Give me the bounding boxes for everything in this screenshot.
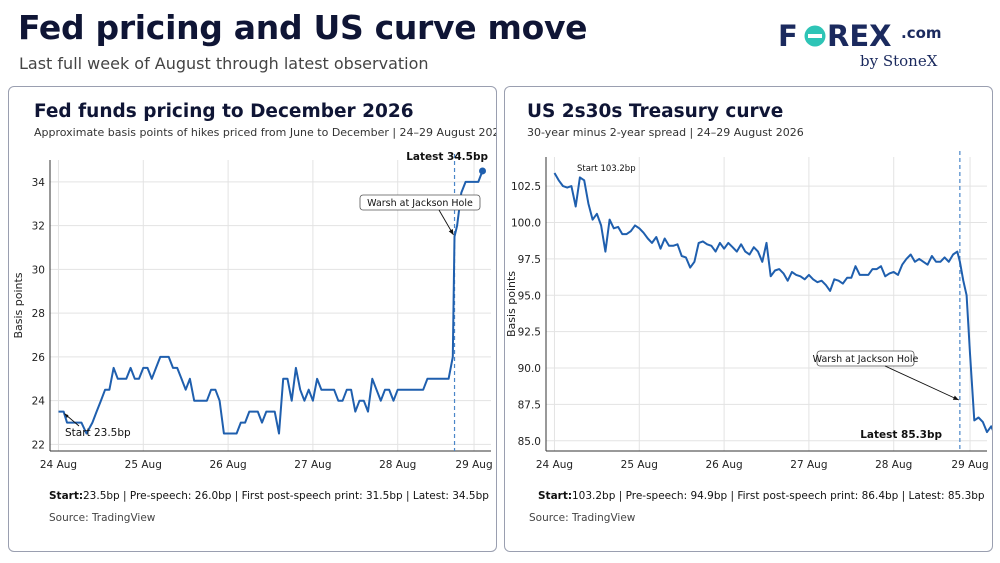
logo-suffix: .com: [901, 24, 942, 42]
left-chart-panel: Fed funds pricing to December 2026 Appro…: [8, 86, 497, 552]
right-y-tick-label: 85.0: [518, 436, 541, 448]
left-x-tick-label: 25 Aug: [125, 459, 162, 471]
right-y-tick-label: 95.0: [518, 290, 541, 302]
logo-by-stonex: by StoneX: [860, 52, 938, 70]
right-chart-panel: US 2s30s Treasury curve 30-year minus 2-…: [504, 86, 993, 552]
right-y-tick-label: 92.5: [518, 327, 541, 339]
right-y-tick-label: 100.0: [511, 217, 541, 229]
left-event-box: [359, 194, 481, 211]
right-footer-start-label: Start:: [538, 490, 572, 502]
right-series-line: [553, 172, 992, 434]
left-chart-subtitle: Approximate basis points of hikes priced…: [34, 126, 496, 139]
left-chart: Fed funds pricing to December 2026 Appro…: [12, 101, 496, 524]
left-start-label: Start 23.5bp: [65, 427, 131, 439]
left-y-tick-label: 32: [32, 221, 45, 233]
right-chart: US 2s30s Treasury curve 30-year minus 2-…: [505, 101, 992, 524]
left-event-arrowhead: [448, 229, 454, 235]
left-latest-label: Latest 34.5bp: [406, 151, 488, 163]
right-x-tick-label: 25 Aug: [621, 459, 658, 471]
left-y-tick-label: 30: [32, 264, 45, 276]
left-y-axis-label: Basis points: [12, 272, 25, 338]
right-y-tick-label: 87.5: [518, 399, 541, 411]
right-y-tick-label: 90.0: [518, 363, 541, 375]
logo-brand-rex: REX: [827, 19, 892, 53]
left-y-tick-label: 34: [32, 177, 46, 189]
left-source: Source: TradingView: [49, 512, 156, 524]
right-latest-label: Latest 85.3bp: [860, 429, 942, 441]
left-latest-point: [479, 167, 487, 175]
left-y-tick-label: 22: [32, 439, 45, 451]
left-x-tick-label: 29 Aug: [455, 459, 492, 471]
right-source: Source: TradingView: [529, 512, 636, 524]
right-chart-title: US 2s30s Treasury curve: [527, 101, 783, 122]
right-x-tick-label: 24 Aug: [536, 459, 573, 471]
page-subtitle: Last full week of August through latest …: [19, 54, 429, 73]
left-series-line: [58, 170, 484, 435]
left-footer-summary: 23.5bp | Pre-speech: 26.0bp | First post…: [83, 490, 489, 502]
right-y-tick-label: 97.5: [518, 254, 541, 266]
right-event-arrowhead: [952, 395, 959, 400]
right-y-axis-label: Basis points: [505, 271, 518, 337]
right-x-tick-label: 28 Aug: [875, 459, 912, 471]
right-start-label: Start 103.2bp: [577, 164, 636, 174]
left-y-tick-label: 26: [32, 352, 46, 364]
right-chart-subtitle: 30-year minus 2-year spread | 24–29 Augu…: [527, 126, 804, 139]
right-x-tick-label: 29 Aug: [951, 459, 988, 471]
right-y-tick-label: 102.5: [511, 181, 541, 193]
left-y-tick-label: 28: [32, 308, 45, 320]
right-event-label: Warsh at Jackson Hole: [813, 354, 919, 365]
left-y-tick-label: 24: [32, 396, 46, 408]
page-title: Fed pricing and US curve move: [18, 8, 588, 47]
logo-o-bar: [808, 34, 822, 38]
right-x-tick-label: 27 Aug: [790, 459, 827, 471]
left-chart-title: Fed funds pricing to December 2026: [34, 101, 414, 122]
left-x-tick-label: 24 Aug: [40, 459, 77, 471]
left-x-tick-label: 27 Aug: [294, 459, 331, 471]
right-event-arrow: [884, 365, 960, 401]
left-x-tick-label: 28 Aug: [379, 459, 416, 471]
logo-brand-f: F: [778, 19, 798, 53]
forex-logo: F REX .com by StoneX: [778, 19, 942, 70]
right-event-box: [816, 350, 915, 367]
right-footer-summary: 103.2bp | Pre-speech: 94.9bp | First pos…: [572, 490, 985, 502]
left-event-label: Warsh at Jackson Hole: [367, 198, 473, 209]
left-footer-start-label: Start:: [49, 490, 83, 502]
left-x-tick-label: 26 Aug: [209, 459, 246, 471]
right-x-tick-label: 26 Aug: [705, 459, 742, 471]
left-start-arrowhead: [64, 413, 69, 419]
